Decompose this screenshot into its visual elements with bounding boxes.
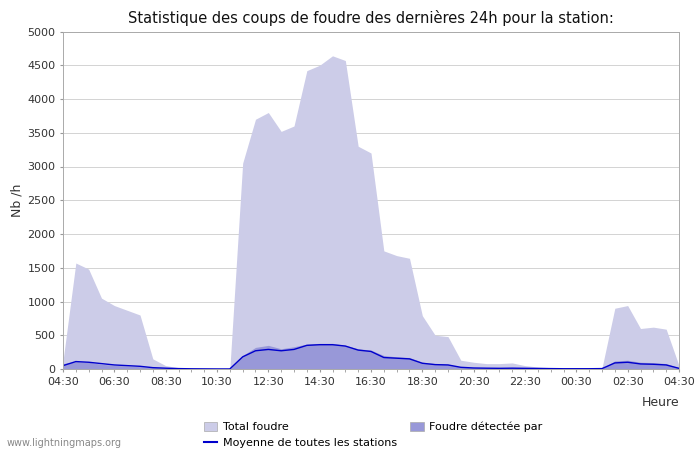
Legend: Total foudre, Moyenne de toutes les stations, Foudre détectée par: Total foudre, Moyenne de toutes les stat… [204, 422, 542, 448]
Title: Statistique des coups de foudre des dernières 24h pour la station:: Statistique des coups de foudre des dern… [128, 10, 614, 26]
Y-axis label: Nb /h: Nb /h [10, 184, 23, 217]
Text: www.lightningmaps.org: www.lightningmaps.org [7, 438, 122, 448]
Text: Heure: Heure [641, 396, 679, 409]
